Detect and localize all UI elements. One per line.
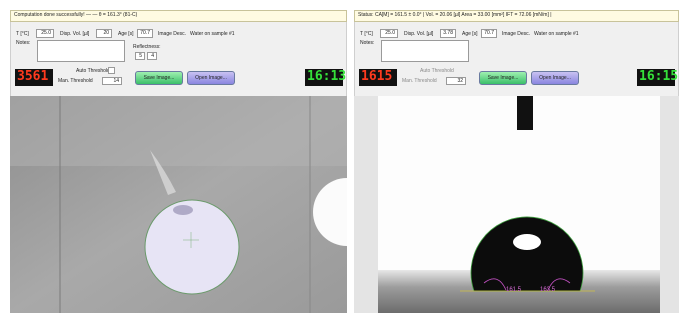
angle-label: 161.5 xyxy=(506,287,521,293)
label: T [°C] xyxy=(16,32,29,37)
label: Image Desc. xyxy=(502,32,530,37)
label: Disp. Vol. [µl] xyxy=(60,32,89,37)
input[interactable]: 3.78 xyxy=(440,29,456,38)
angle-label: 163.5 xyxy=(540,287,555,293)
label: Age [s] xyxy=(462,32,478,37)
input[interactable]: 14 xyxy=(102,77,122,85)
label: Age [s] xyxy=(118,32,134,37)
screenshot: Computation done successfully! — — θ = 1… xyxy=(0,0,689,313)
input[interactable]: 25.0 xyxy=(36,29,54,38)
input[interactable]: 25.0 xyxy=(380,29,398,38)
label: Man. Threshold xyxy=(402,79,437,84)
counter: 1615 xyxy=(359,69,397,86)
status-bar: Status: CA[M] = 161.5 ± 0.0° | Vol. = 20… xyxy=(354,10,679,22)
label: Water on sample #1 xyxy=(534,32,579,37)
input[interactable]: 70.7 xyxy=(481,29,497,38)
label: Water on sample #1 xyxy=(190,32,235,37)
button[interactable]: Open Image... xyxy=(531,71,579,85)
label: Reflectness: xyxy=(133,45,161,50)
label: Notes: xyxy=(16,41,30,46)
right-image xyxy=(354,96,679,313)
checkbox[interactable] xyxy=(108,67,115,74)
label: Disp. Vol. [µl] xyxy=(404,32,433,37)
input[interactable]: 70.7 xyxy=(137,29,153,38)
button[interactable]: Save Image... xyxy=(135,71,183,85)
label: Notes: xyxy=(360,41,374,46)
counter: 3561 xyxy=(15,69,53,86)
input[interactable]: 32 xyxy=(446,77,466,85)
clock: 16:13 xyxy=(305,69,343,86)
status-bar: Computation done successfully! — — θ = 1… xyxy=(10,10,347,22)
input[interactable]: 5 xyxy=(135,52,145,60)
label: Image Desc. xyxy=(158,32,186,37)
label: T [°C] xyxy=(360,32,373,37)
label: Auto Threshold xyxy=(420,69,454,74)
input[interactable]: 20 xyxy=(96,29,112,38)
input[interactable]: 4 xyxy=(147,52,157,60)
notes-box[interactable] xyxy=(381,40,469,62)
label: Man. Threshold xyxy=(58,79,93,84)
button[interactable]: Save Image... xyxy=(479,71,527,85)
left-image xyxy=(10,96,381,313)
label: Auto Threshold xyxy=(76,69,110,74)
clock: 16:15 xyxy=(637,69,675,86)
button[interactable]: Open Image... xyxy=(187,71,235,85)
notes-box[interactable] xyxy=(37,40,125,62)
